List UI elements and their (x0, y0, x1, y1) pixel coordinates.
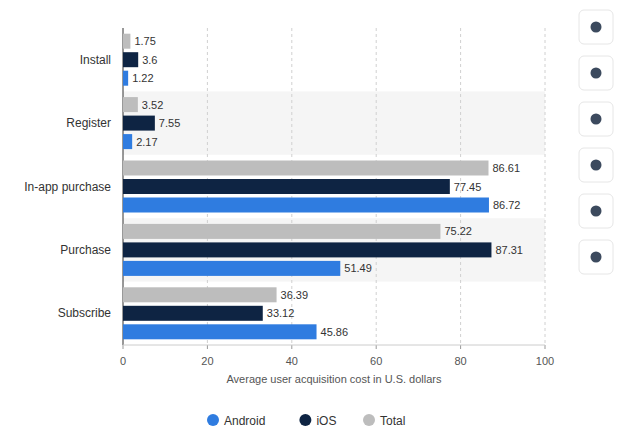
category-label: Subscribe (58, 306, 112, 320)
data-label: 45.86 (321, 326, 349, 338)
toolbar-button[interactable] (579, 10, 613, 44)
tick-mark (291, 345, 292, 349)
tick-label: 100 (536, 355, 554, 367)
toolbar-icon (591, 68, 602, 79)
bar (123, 242, 491, 257)
axis-line (123, 345, 545, 346)
toolbar-button[interactable] (579, 194, 613, 228)
toolbar-button[interactable] (579, 240, 613, 274)
toolbar-icon (591, 160, 602, 171)
band-background (123, 91, 545, 154)
bar (123, 198, 489, 213)
legend-marker (363, 414, 375, 426)
tick-mark (123, 345, 124, 349)
bar (123, 306, 263, 321)
legend-marker (299, 414, 311, 426)
legend-marker (207, 414, 219, 426)
toolbar-icon (591, 22, 602, 33)
bar (123, 71, 128, 86)
bar (123, 161, 488, 176)
bar (123, 97, 138, 112)
toolbar (579, 10, 613, 274)
category-label: Register (66, 116, 111, 130)
toolbar-icon (591, 206, 602, 217)
toolbar-button[interactable] (579, 56, 613, 90)
category-label: Install (80, 53, 111, 67)
bar (123, 134, 132, 149)
bar (123, 179, 450, 194)
data-label: 87.31 (495, 244, 523, 256)
tick-label: 60 (370, 355, 382, 367)
bar (123, 287, 277, 302)
tick-label: 40 (286, 355, 298, 367)
toolbar-icon (591, 252, 602, 263)
data-label: 3.52 (142, 99, 163, 111)
tick-label: 80 (454, 355, 466, 367)
data-label: 36.39 (281, 289, 309, 301)
bar (123, 224, 440, 239)
data-label: 7.55 (159, 117, 180, 129)
grid-line (545, 28, 546, 345)
category-label: Purchase (60, 243, 111, 257)
tick-mark (545, 345, 546, 349)
tick-label: 20 (201, 355, 213, 367)
toolbar-button[interactable] (579, 148, 613, 182)
toolbar-icon (591, 114, 602, 125)
bar (123, 116, 155, 131)
chart: 0 20 40 60 80 100 Install Register In-app purcha… (0, 0, 624, 445)
data-label: 77.45 (454, 181, 482, 193)
bar (123, 324, 317, 339)
legend-label: Total (380, 414, 405, 428)
tick-label: 0 (120, 355, 126, 367)
bars (123, 34, 491, 340)
data-label: 75.22 (444, 225, 472, 237)
data-label: 51.49 (344, 262, 372, 274)
band-background (123, 218, 545, 281)
data-label: 33.12 (267, 307, 295, 319)
axis-title: Average user acquisition cost in U.S. do… (226, 373, 442, 385)
bar (123, 52, 138, 67)
bar (123, 261, 340, 276)
legend-label: Android (224, 414, 265, 428)
data-label: 86.61 (492, 162, 520, 174)
data-label: 1.75 (134, 35, 155, 47)
data-label: 2.17 (136, 136, 157, 148)
toolbar-button[interactable] (579, 102, 613, 136)
category-label: In-app purchase (24, 180, 111, 194)
legend: Android iOS Total (207, 414, 405, 428)
tick-mark (460, 345, 461, 349)
data-label: 1.22 (132, 72, 153, 84)
tick-mark (376, 345, 377, 349)
tick-mark (207, 345, 208, 349)
data-label: 3.6 (142, 54, 157, 66)
bar (123, 34, 130, 49)
data-label: 86.72 (493, 199, 521, 211)
legend-label: iOS (316, 414, 336, 428)
